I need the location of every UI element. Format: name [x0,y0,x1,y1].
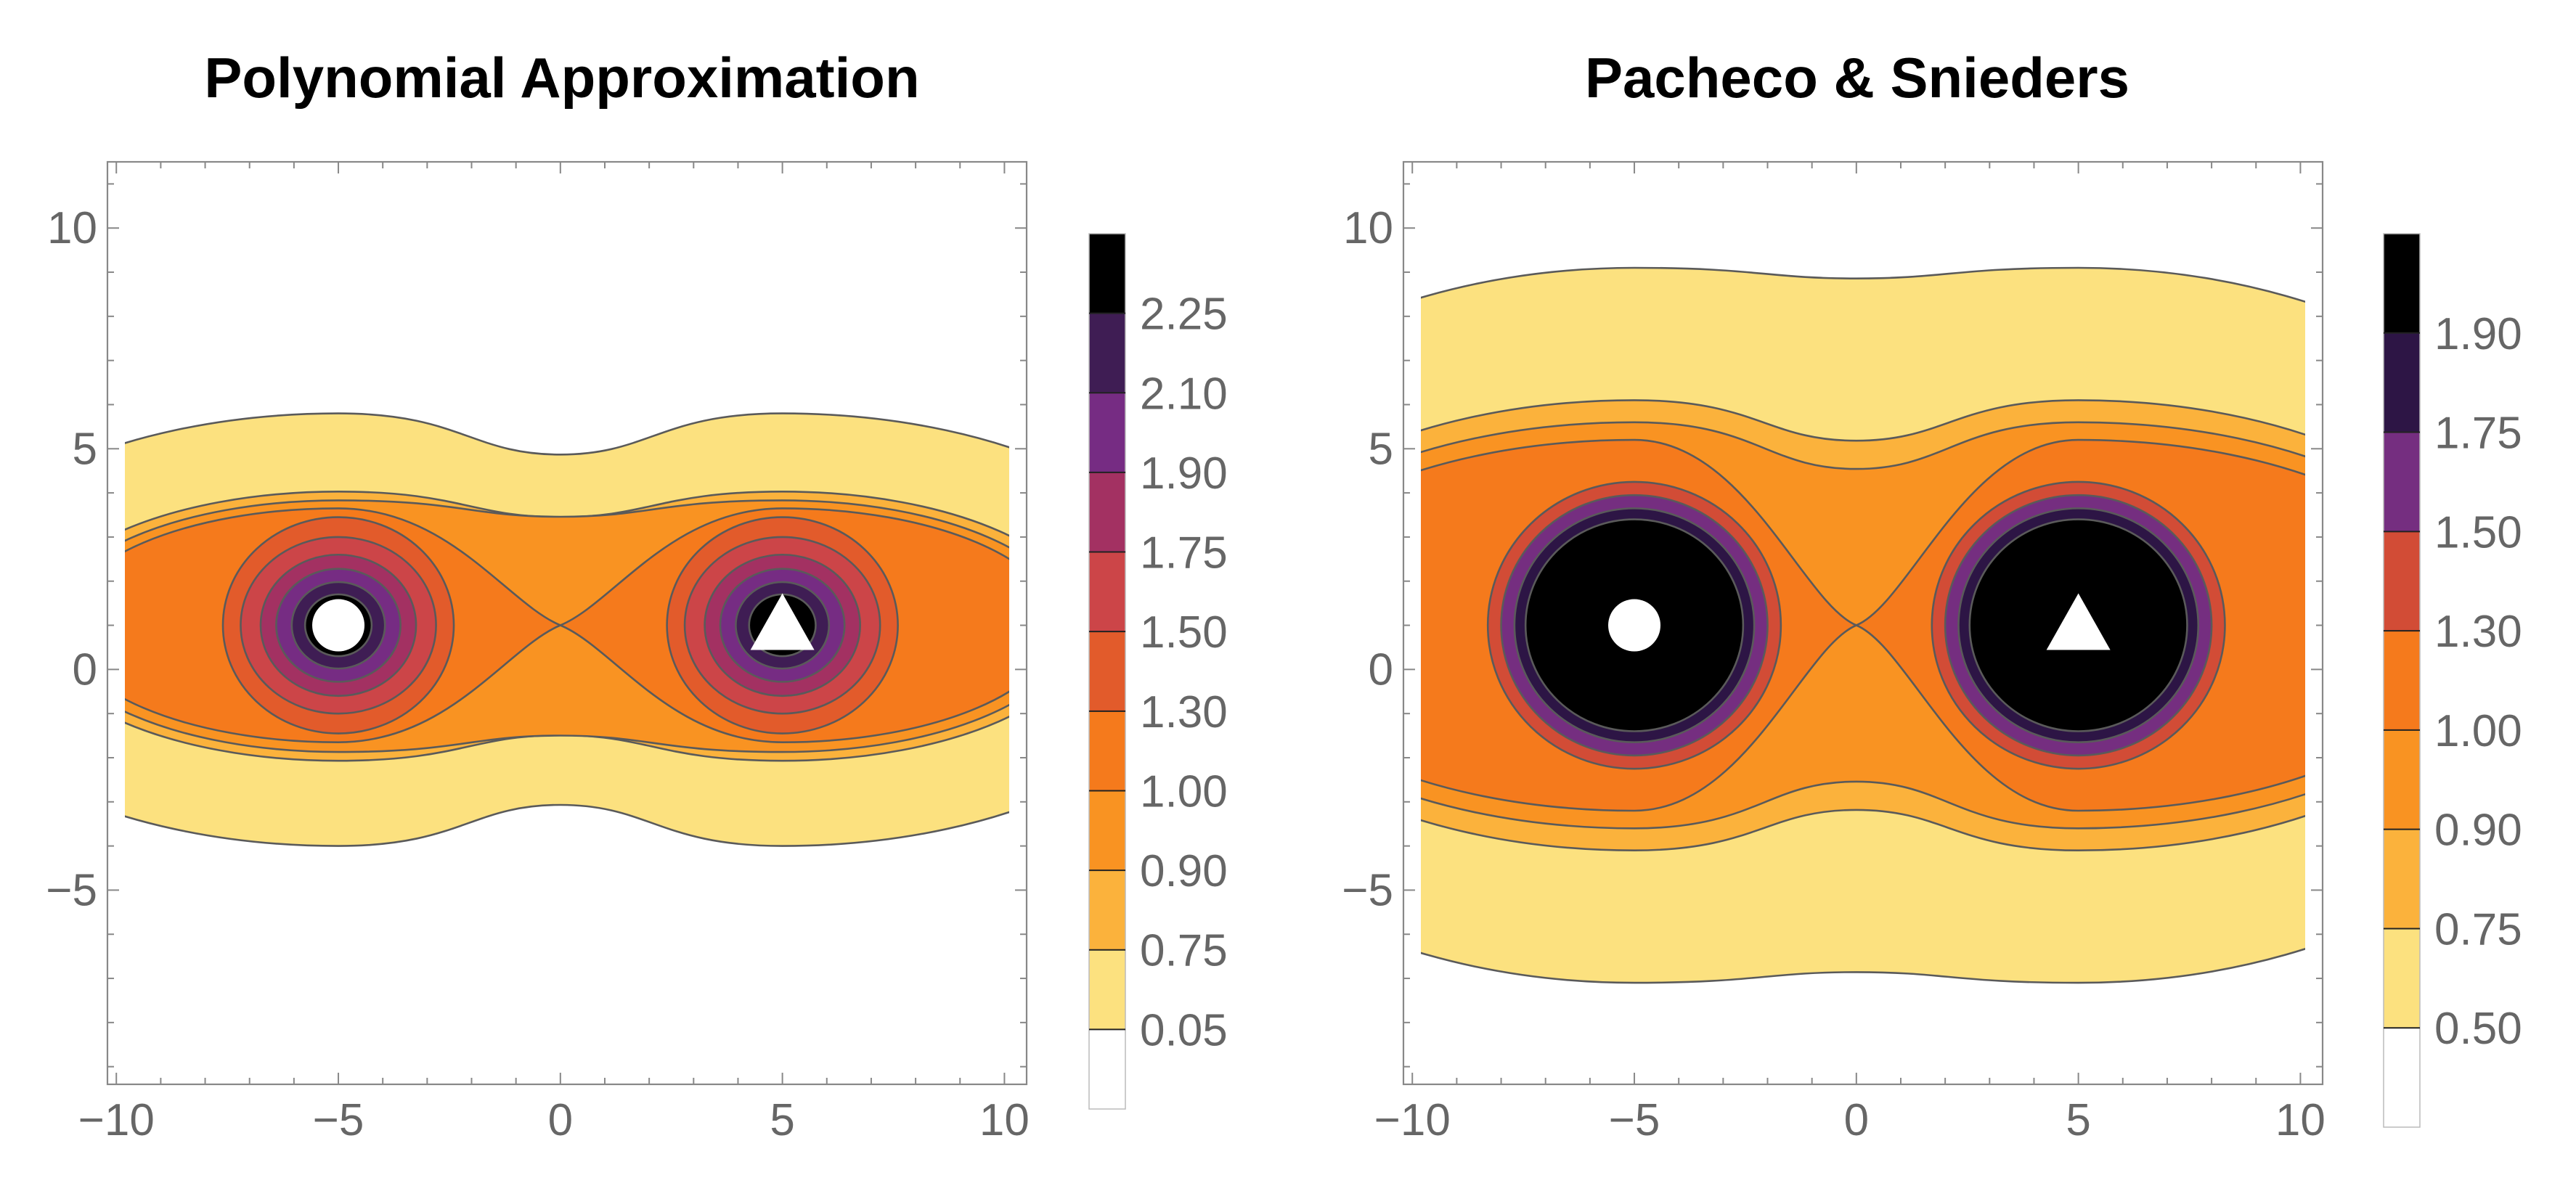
x-tick-label: 10 [979,1095,1030,1145]
contour-fill-group [125,412,1009,847]
source-circle-marker [1608,599,1661,652]
x-tick-label: −5 [1609,1095,1660,1145]
y-tick-label: 0 [1369,644,1393,695]
colorbar-label: 1.30 [1140,687,1228,737]
colorbar-segment [1089,472,1125,553]
x-tick-label: −10 [78,1095,155,1145]
colorbar-label: 0.90 [1140,846,1228,896]
right-chart-title: Pacheco & Snieders [1585,46,2129,110]
colorbar-segment [1089,949,1125,1030]
colorbar-label: 1.30 [2434,607,2522,657]
colorbar-segment [1089,631,1125,712]
colorbar-label: 1.00 [2434,706,2522,756]
receiver-triangle-marker [2046,593,2111,650]
x-tick-label: 10 [2275,1095,2326,1145]
x-tick-label: −5 [313,1095,364,1145]
x-tick-label: 0 [1844,1095,1869,1145]
colorbar-segment [2384,928,2420,1028]
colorbar-segment [2384,729,2420,830]
colorbar-label: 0.75 [1140,926,1228,976]
y-tick-label: −5 [46,865,97,915]
colorbar-segment [2384,631,2420,731]
colorbar-label: 1.75 [2434,409,2522,459]
colorbar-segment [1089,552,1125,632]
x-tick-label: 5 [770,1095,794,1145]
y-tick-label: 0 [73,644,97,695]
colorbar-segment [1089,711,1125,791]
receiver-triangle-marker [750,593,815,650]
colorbar-segment [2384,234,2420,334]
colorbar-label: 1.90 [2434,309,2522,359]
x-tick-label: 5 [2066,1095,2090,1145]
y-tick-label: 5 [73,424,97,474]
plot-frame [106,160,1028,1086]
left-chart-title: Polynomial Approximation [204,46,920,110]
colorbar-segment [1089,870,1125,951]
colorbar-segment [2384,531,2420,631]
y-tick-label: 5 [1369,424,1393,474]
colorbar-label: 0.75 [2434,904,2522,954]
colorbar-label: 0.90 [2434,806,2522,856]
colorbar-frame [2383,233,2421,1128]
colorbar-label: 0.05 [1140,1005,1228,1055]
colorbar-segment [1089,313,1125,393]
colorbar-segment [1089,234,1125,314]
colorbar-segment [2384,332,2420,433]
left-contour-chart: −10 −5 0 5 10 10 5 0 −5 0.05 0.75 0.90 1.00 1.30 1.50 1… [46,160,1228,1145]
y-tick-label: 10 [47,203,97,253]
colorbar-label: 2.25 [1140,290,1228,340]
colorbar-segment [2384,1028,2420,1128]
colorbar-segment [1089,790,1125,871]
colorbar-label: 2.10 [1140,369,1228,419]
y-tick-label: −5 [1342,865,1393,915]
x-tick-label: −10 [1374,1095,1451,1145]
right-contour-chart: −10 −5 0 5 10 10 5 0 −5 0.50 0.75 0.90 1.00 1.30 1.50 1… [1342,160,2522,1145]
colorbar-segment [1089,1029,1125,1110]
plot-frame [1402,160,2324,1086]
colorbar-label: 1.50 [2434,507,2522,557]
colorbar-segment [1089,393,1125,473]
colorbar-label: 1.50 [1140,607,1228,658]
colorbar-label: 1.90 [1140,449,1228,499]
x-tick-label: 0 [548,1095,573,1145]
contour-fill-group [1421,266,2305,984]
colorbar-label: 1.75 [1140,528,1228,578]
colorbar-frame [1088,233,1126,1110]
colorbar-label: 1.00 [1140,766,1228,817]
colorbar-segment [2384,829,2420,929]
colorbar-segment [2384,432,2420,532]
y-tick-label: 10 [1343,203,1393,253]
colorbar-label: 0.50 [2434,1004,2522,1054]
source-circle-marker [312,599,365,652]
